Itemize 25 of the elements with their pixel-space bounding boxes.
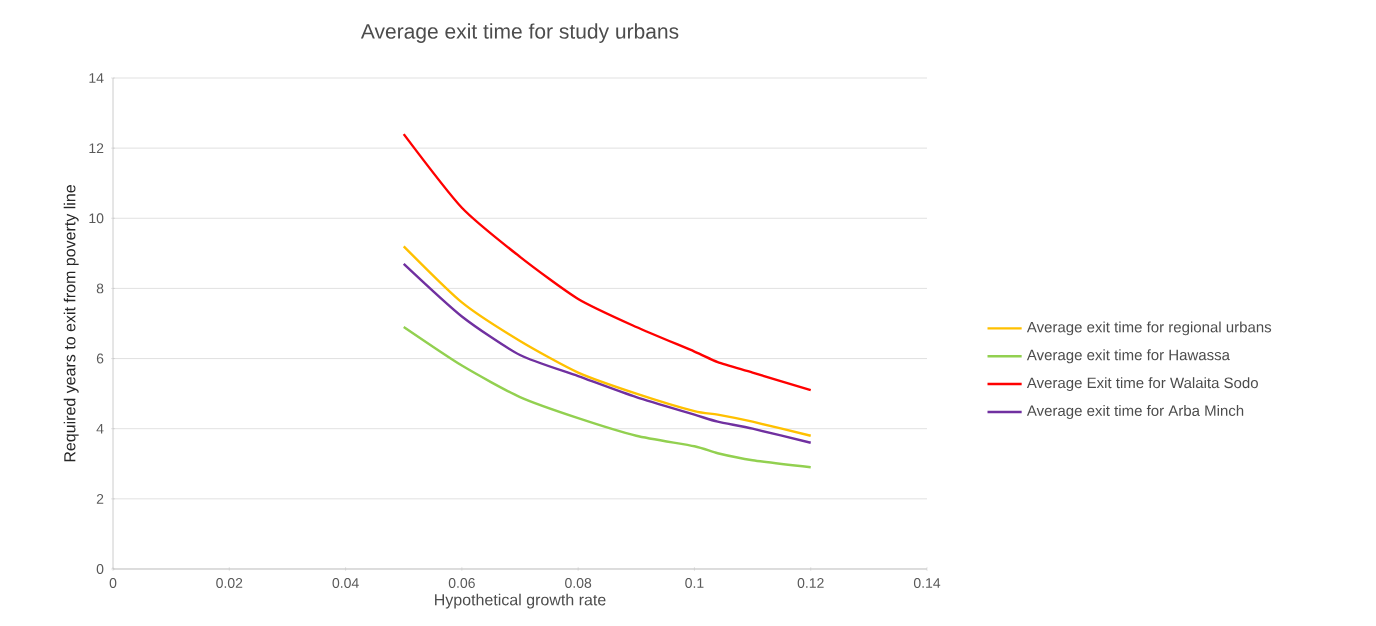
x-tick-label: 0.14 [913,578,941,588]
y-axis-title: Required years to exit from poverty line [63,185,79,462]
y-tick-label: 4 [96,423,104,434]
line-series [402,325,812,469]
y-tick-label: 8 [96,283,104,294]
y-tick-label: 14 [89,73,104,83]
chart-title: Average exit time for study urbans [360,23,679,43]
y-tick-label: 6 [96,353,104,364]
x-axis-title: Hypothetical growth rate [435,593,606,609]
y-tick-label: 0 [96,564,104,574]
legend-label: Average exit time for Hawassa [1026,349,1230,364]
x-tick-label: 0.12 [797,578,824,588]
line-series [402,132,812,392]
x-tick-label: 0.04 [332,578,359,588]
x-tick-label: 0.02 [216,578,243,588]
x-tick-label: 0.1 [685,578,704,588]
x-tick-label: 0.08 [565,578,592,588]
y-tick-label: 2 [96,493,104,504]
legend-label: Average exit time for Arba Minch [1026,405,1244,419]
x-tick-label: 0 [109,578,117,588]
legend-label: Average Exit time for Walaita Sodo [1026,377,1258,392]
y-tick-label: 12 [89,143,104,154]
legend-label: Average exit time for regional urbans [1026,321,1272,336]
y-tick-label: 10 [89,213,104,224]
x-tick-label: 0.06 [448,578,475,588]
